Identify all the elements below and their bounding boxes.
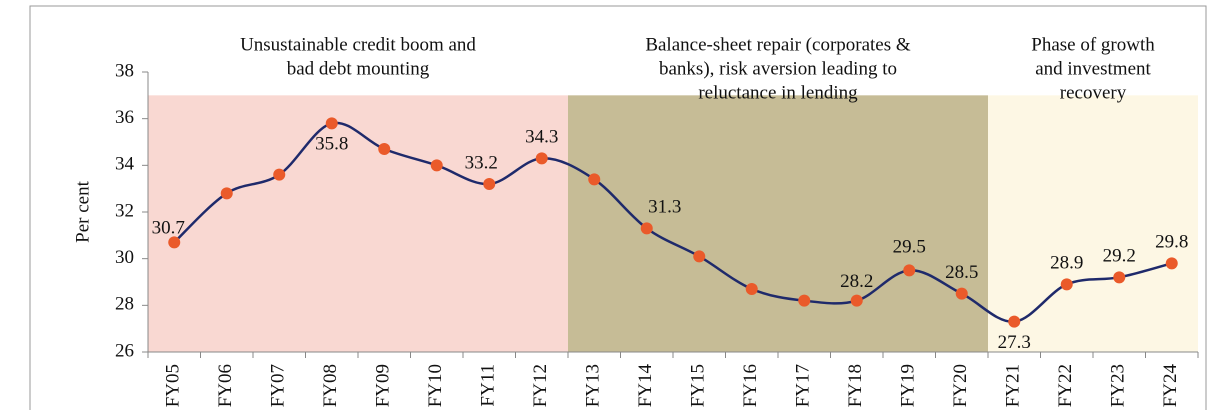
value-label: 27.3 <box>998 332 1031 353</box>
x-tick-label: FY17 <box>793 364 814 407</box>
phase-label: Unsustainable credit boom and <box>240 34 476 55</box>
x-tick-label: FY23 <box>1108 364 1129 407</box>
x-tick-label: FY10 <box>425 364 446 407</box>
y-axis-label: Per cent <box>72 180 93 242</box>
marker <box>535 152 548 165</box>
value-label: 35.8 <box>315 134 348 155</box>
y-tick-label: 32 <box>115 200 134 221</box>
marker <box>273 168 286 181</box>
marker <box>955 287 968 300</box>
y-tick-label: 28 <box>115 294 134 315</box>
x-tick-label: FY07 <box>268 364 289 407</box>
y-tick-label: 36 <box>115 107 134 128</box>
x-tick-label: FY06 <box>215 364 236 407</box>
phase-band <box>988 95 1198 352</box>
y-tick-label: 38 <box>115 60 134 81</box>
marker <box>850 294 863 307</box>
x-tick-label: FY24 <box>1160 364 1181 408</box>
y-tick-label: 34 <box>115 154 135 175</box>
marker <box>220 187 233 200</box>
value-label: 29.8 <box>1155 232 1188 253</box>
phase-label: bad debt mounting <box>287 58 430 79</box>
y-tick-label: 26 <box>115 340 134 361</box>
marker <box>588 173 601 186</box>
marker <box>693 250 706 263</box>
value-label: 31.3 <box>648 197 681 218</box>
frame <box>29 5 1207 410</box>
phase-label: reluctance in lending <box>698 82 858 103</box>
marker <box>378 143 391 155</box>
value-label: 33.2 <box>465 152 498 173</box>
value-label: 34.3 <box>525 127 558 148</box>
x-tick-label: FY13 <box>583 364 604 407</box>
marker <box>640 222 653 235</box>
marker <box>1060 278 1073 291</box>
x-tick-label: FY11 <box>478 364 499 407</box>
value-label: 29.5 <box>893 237 926 258</box>
x-tick-label: FY19 <box>898 364 919 407</box>
marker <box>1008 315 1021 328</box>
phase-band <box>568 95 988 352</box>
value-label: 28.5 <box>945 262 978 283</box>
x-tick-label: FY05 <box>163 364 184 407</box>
marker <box>745 283 758 295</box>
phase-band <box>148 95 568 352</box>
value-label: 30.7 <box>152 218 185 239</box>
x-tick-label: FY14 <box>635 364 656 408</box>
phase-label: Phase of growth <box>1031 34 1155 55</box>
x-tick-label: FY18 <box>845 364 866 407</box>
x-tick-label: FY16 <box>740 364 761 407</box>
marker <box>325 117 338 130</box>
value-label: 28.9 <box>1050 253 1083 274</box>
x-tick-label: FY15 <box>688 364 709 407</box>
x-tick-label: FY09 <box>373 364 394 407</box>
marker <box>903 264 916 277</box>
y-tick-label: 30 <box>115 247 134 268</box>
x-tick-label: FY12 <box>530 364 551 407</box>
x-tick-label: FY20 <box>950 364 971 407</box>
phase-label: recovery <box>1060 82 1127 103</box>
x-tick-label: FY21 <box>1003 364 1024 407</box>
marker <box>1165 257 1178 270</box>
marker <box>168 236 181 249</box>
x-tick-label: FY08 <box>320 364 341 407</box>
value-label: 29.2 <box>1103 246 1136 267</box>
x-tick-label: FY22 <box>1055 364 1076 407</box>
marker <box>1113 271 1126 284</box>
value-label: 28.2 <box>840 271 873 292</box>
phase-label: and investment <box>1035 58 1151 79</box>
marker <box>483 178 496 190</box>
marker <box>430 159 443 172</box>
phase-label: Balance-sheet repair (corporates & <box>645 34 911 55</box>
phase-label: banks), risk aversion leading to <box>659 58 897 79</box>
marker <box>798 294 811 307</box>
